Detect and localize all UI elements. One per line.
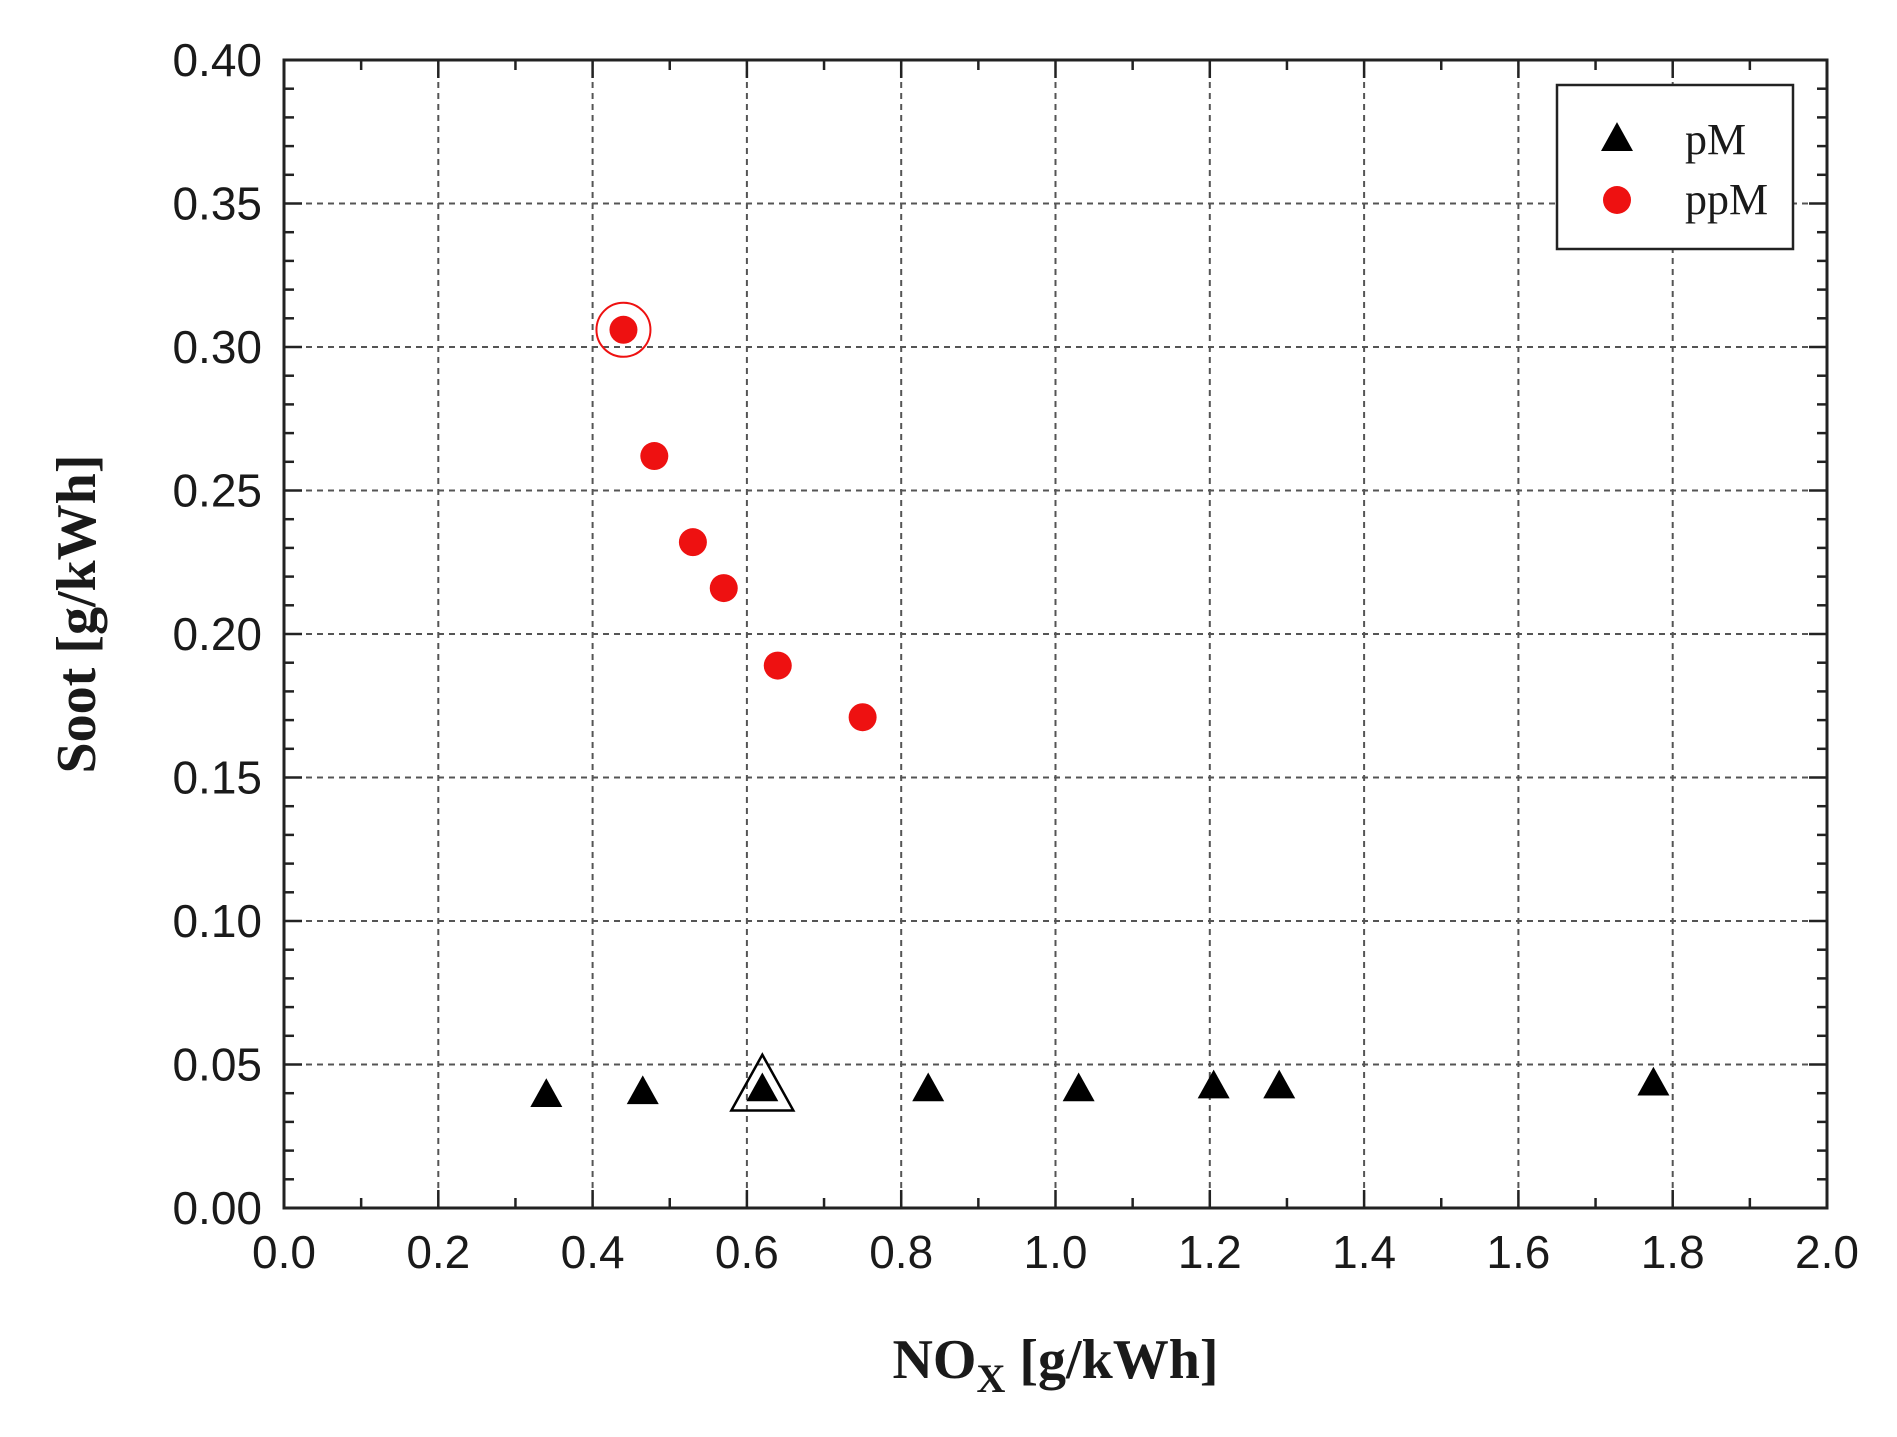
ppM-point	[609, 315, 638, 344]
ppM-point	[678, 528, 707, 557]
pM-point	[530, 1078, 563, 1108]
ppM-point	[763, 651, 792, 680]
x-tick-label: 1.8	[1641, 1226, 1705, 1278]
pM-point	[1263, 1069, 1296, 1099]
pM-point	[1197, 1069, 1230, 1099]
pM-point	[626, 1075, 659, 1105]
ppM-point	[640, 442, 669, 471]
y-tick-label: 0.05	[172, 1039, 262, 1091]
y-tick-label: 0.40	[172, 34, 262, 86]
legend-box	[1555, 83, 1795, 251]
legend-items: pM ppM	[1601, 115, 1768, 224]
ppM-point	[709, 574, 738, 603]
x-tick-label: 0.4	[561, 1226, 625, 1278]
ppM-highlight-ring	[595, 301, 652, 358]
y-tick-label: 0.20	[172, 608, 262, 660]
legend-marker-pM	[1601, 122, 1633, 151]
x-tick-label: 1.6	[1486, 1226, 1550, 1278]
plot-frame	[282, 58, 1829, 1210]
y-tick-label: 0.35	[172, 178, 262, 230]
x-tick-label: 0.2	[406, 1226, 470, 1278]
y-tick-label: 0.25	[172, 465, 262, 517]
x-tick-label: 0.6	[715, 1226, 779, 1278]
x-tick-label: 0.0	[252, 1226, 316, 1278]
legend-label: ppM	[1685, 175, 1768, 224]
ppM-point	[848, 703, 877, 732]
y-axis-title: Soot [g/kWh]	[46, 455, 108, 774]
y-tick-label: 0.00	[172, 1182, 262, 1234]
y-tick-label: 0.10	[172, 895, 262, 947]
pM-point	[1637, 1066, 1670, 1096]
legend-label: pM	[1685, 115, 1746, 164]
y-tick-label: 0.15	[172, 752, 262, 804]
x-tick-label: 2.0	[1795, 1226, 1859, 1278]
grid-lines	[284, 60, 1827, 1208]
y-tick-labels: 0.00 0.05 0.10 0.15 0.20 0.25 0.30 0.35 0.40	[172, 34, 262, 1234]
x-tick-label: 0.8	[869, 1226, 933, 1278]
x-axis-title-unit: [g/kWh]	[1005, 1329, 1218, 1391]
data-points	[530, 301, 1670, 1112]
pM-point	[912, 1072, 945, 1102]
pM-point	[1062, 1072, 1095, 1102]
x-axis-title-subscript: X	[976, 1356, 1005, 1401]
x-tick-label: 1.4	[1332, 1226, 1396, 1278]
x-axis-title-main: NO	[892, 1329, 976, 1391]
x-tick-labels: 0.0 0.2 0.4 0.6 0.8 1.0 1.2 1.4 1.6 1.8 2.0	[252, 1226, 1859, 1278]
x-axis-title: NOX [g/kWh]	[892, 1329, 1218, 1401]
pM-highlight-ring	[729, 1052, 796, 1112]
pM-point	[746, 1072, 779, 1102]
x-tick-label: 1.2	[1178, 1226, 1242, 1278]
legend: pM ppM	[1555, 83, 1795, 251]
x-tick-label: 1.0	[1024, 1226, 1088, 1278]
legend-marker-ppM	[1603, 186, 1631, 214]
y-tick-label: 0.30	[172, 321, 262, 373]
